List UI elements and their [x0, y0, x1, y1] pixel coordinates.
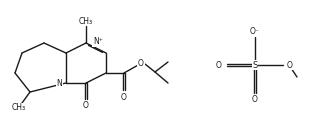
Text: O: O	[287, 61, 293, 69]
Text: N: N	[56, 79, 62, 88]
Text: CH₃: CH₃	[79, 16, 93, 25]
Text: S: S	[252, 61, 258, 69]
Text: O: O	[215, 61, 221, 69]
Text: O: O	[83, 102, 89, 111]
Text: O: O	[121, 92, 127, 102]
Text: O: O	[138, 58, 144, 68]
Text: O⁻: O⁻	[250, 28, 260, 36]
Text: N⁺: N⁺	[93, 38, 103, 46]
Text: CH₃: CH₃	[12, 103, 26, 112]
Text: O: O	[252, 95, 258, 103]
